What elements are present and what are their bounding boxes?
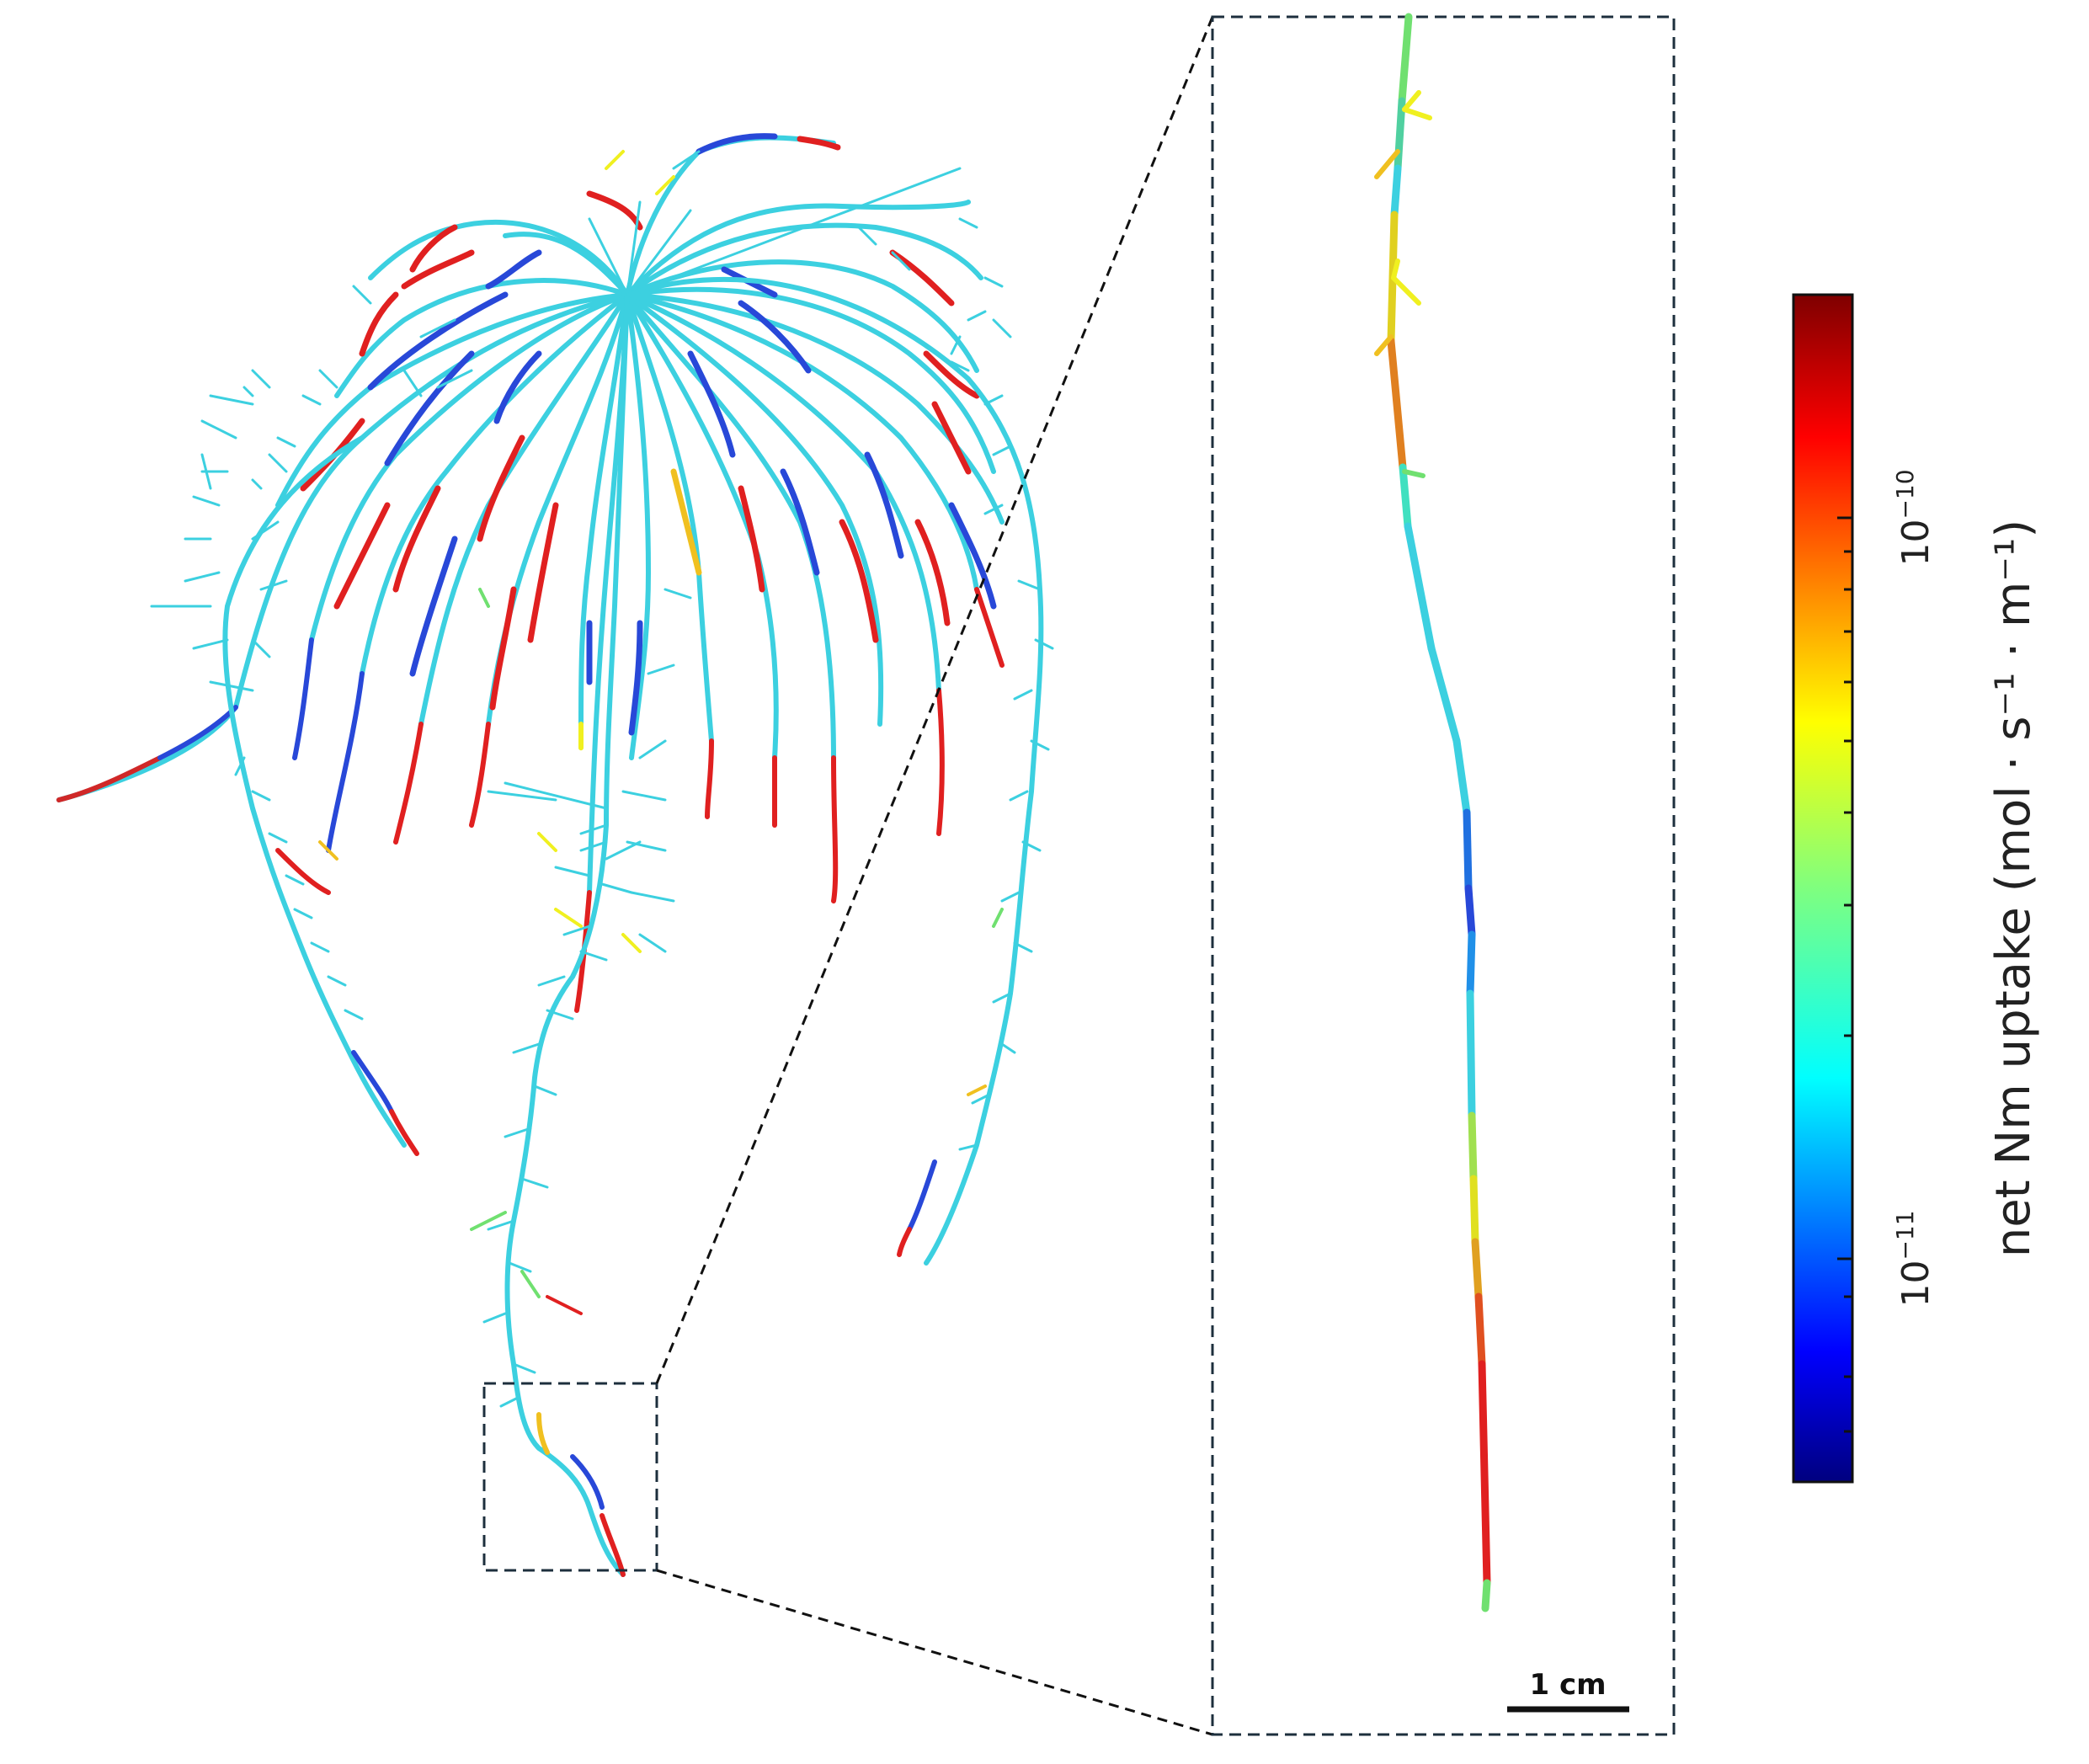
zoom-region-box xyxy=(482,1382,658,1572)
root-system-overview xyxy=(56,133,1054,1577)
zoom-panel-frame xyxy=(1211,15,1676,1736)
callout-line-bottom xyxy=(656,1569,1213,1736)
colorbar: 10−10 10−11 net Nm uptake (mol · s⁻¹ · m… xyxy=(1792,293,2041,1484)
colorbar-gradient xyxy=(1792,293,1854,1484)
colorbar-tick-label-1e-11: 10−11 xyxy=(1891,1210,1937,1307)
scale-bar: 1 cm xyxy=(1507,1668,1629,1713)
zoomed-root-segment xyxy=(1374,13,1491,1612)
colorbar-label: net Nm uptake (mol · s⁻¹ · m⁻¹) xyxy=(1986,520,2041,1258)
colorbar-minor-ticks xyxy=(1844,293,1852,1433)
callout-line-top xyxy=(655,16,1214,1384)
scale-bar-label: 1 cm xyxy=(1529,1668,1606,1702)
colorbar-tick-label-1e-10: 10−10 xyxy=(1891,469,1937,566)
